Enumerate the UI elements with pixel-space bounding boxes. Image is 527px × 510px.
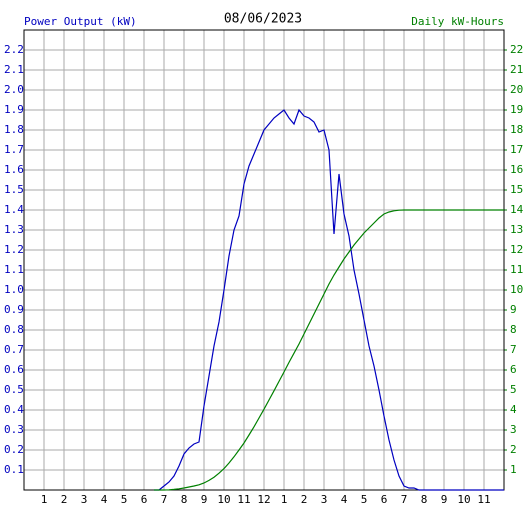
y-tick-label: 2.0 — [4, 83, 24, 96]
y2-tick-label: 14 — [510, 203, 524, 216]
series-line — [154, 108, 504, 491]
y-tick-label: 0.9 — [4, 303, 24, 316]
y-tick-label: 0.5 — [4, 383, 24, 396]
y-tick-label: 1.7 — [4, 143, 24, 156]
y2-tick-label: 13 — [510, 223, 523, 236]
x-tick-label: 1 — [281, 493, 288, 506]
y-tick-label: 2.2 — [4, 43, 24, 56]
x-tick-label: 7 — [161, 493, 168, 506]
x-tick-label: 7 — [401, 493, 408, 506]
x-tick-label: 8 — [181, 493, 188, 506]
y-tick-label: 1.0 — [4, 283, 24, 296]
y-tick-label: 0.8 — [4, 323, 24, 336]
y2-tick-label: 12 — [510, 243, 523, 256]
x-tick-label: 4 — [101, 493, 108, 506]
x-tick-label: 6 — [141, 493, 148, 506]
x-tick-label: 5 — [121, 493, 128, 506]
x-tick-label: 9 — [441, 493, 448, 506]
x-tick-label: 1 — [41, 493, 48, 506]
y2-tick-label: 6 — [510, 363, 517, 376]
y-tick-label: 0.3 — [4, 423, 24, 436]
y2-tick-label: 7 — [510, 343, 517, 356]
series-line — [154, 209, 504, 491]
x-tick-label: 4 — [341, 493, 348, 506]
y-tick-label: 0.6 — [4, 363, 24, 376]
chart-title: 08/06/2023 — [224, 12, 302, 27]
x-tick-label: 11 — [237, 493, 250, 506]
x-tick-label: 2 — [61, 493, 68, 506]
y2-tick-label: 15 — [510, 183, 523, 196]
y-tick-label: 1.8 — [4, 123, 24, 136]
y2-tick-label: 16 — [510, 163, 523, 176]
y2-tick-label: 3 — [510, 423, 517, 436]
y2-tick-label: 8 — [510, 323, 517, 336]
y2-tick-label: 18 — [510, 123, 523, 136]
x-tick-label: 2 — [301, 493, 308, 506]
y2-tick-label: 4 — [510, 403, 517, 416]
y2-tick-label: 11 — [510, 263, 523, 276]
y2-tick-label: 21 — [510, 63, 523, 76]
y-tick-label: 1.6 — [4, 163, 24, 176]
x-tick-label: 8 — [421, 493, 428, 506]
y2-tick-label: 17 — [510, 143, 523, 156]
y-tick-label: 2.1 — [4, 63, 24, 76]
x-tick-label: 6 — [381, 493, 388, 506]
y-tick-label: 1.4 — [4, 203, 24, 216]
x-tick-label: 10 — [217, 493, 230, 506]
y-tick-label: 0.4 — [4, 403, 24, 416]
y2-tick-label: 22 — [510, 43, 523, 56]
y2-tick-label: 9 — [510, 303, 517, 316]
y2-tick-label: 1 — [510, 463, 517, 476]
x-tick-label: 9 — [201, 493, 208, 506]
plot-border — [23, 29, 505, 491]
y-tick-label: 1.1 — [4, 263, 24, 276]
y-tick-label: 1.3 — [4, 223, 24, 236]
y-tick-label: 0.2 — [4, 443, 24, 456]
y-tick-label: 0.7 — [4, 343, 24, 356]
x-tick-label: 11 — [477, 493, 490, 506]
x-tick-label: 5 — [361, 493, 368, 506]
y2-tick-label: 20 — [510, 83, 523, 96]
right-axis-title: Daily kW-Hours — [411, 15, 504, 28]
x-tick-label: 10 — [457, 493, 470, 506]
y2-tick-label: 2 — [510, 443, 517, 456]
y-tick-label: 1.2 — [4, 243, 24, 256]
x-tick-label: 3 — [81, 493, 88, 506]
y-tick-label: 1.9 — [4, 103, 24, 116]
x-tick-label: 12 — [257, 493, 270, 506]
y-tick-label: 1.5 — [4, 183, 24, 196]
y2-tick-label: 10 — [510, 283, 523, 296]
y2-tick-label: 5 — [510, 383, 517, 396]
x-tick-label: 3 — [321, 493, 328, 506]
y2-tick-label: 19 — [510, 103, 523, 116]
y-tick-label: 0.1 — [4, 463, 24, 476]
left-axis-title: Power Output (kW) — [24, 15, 137, 28]
